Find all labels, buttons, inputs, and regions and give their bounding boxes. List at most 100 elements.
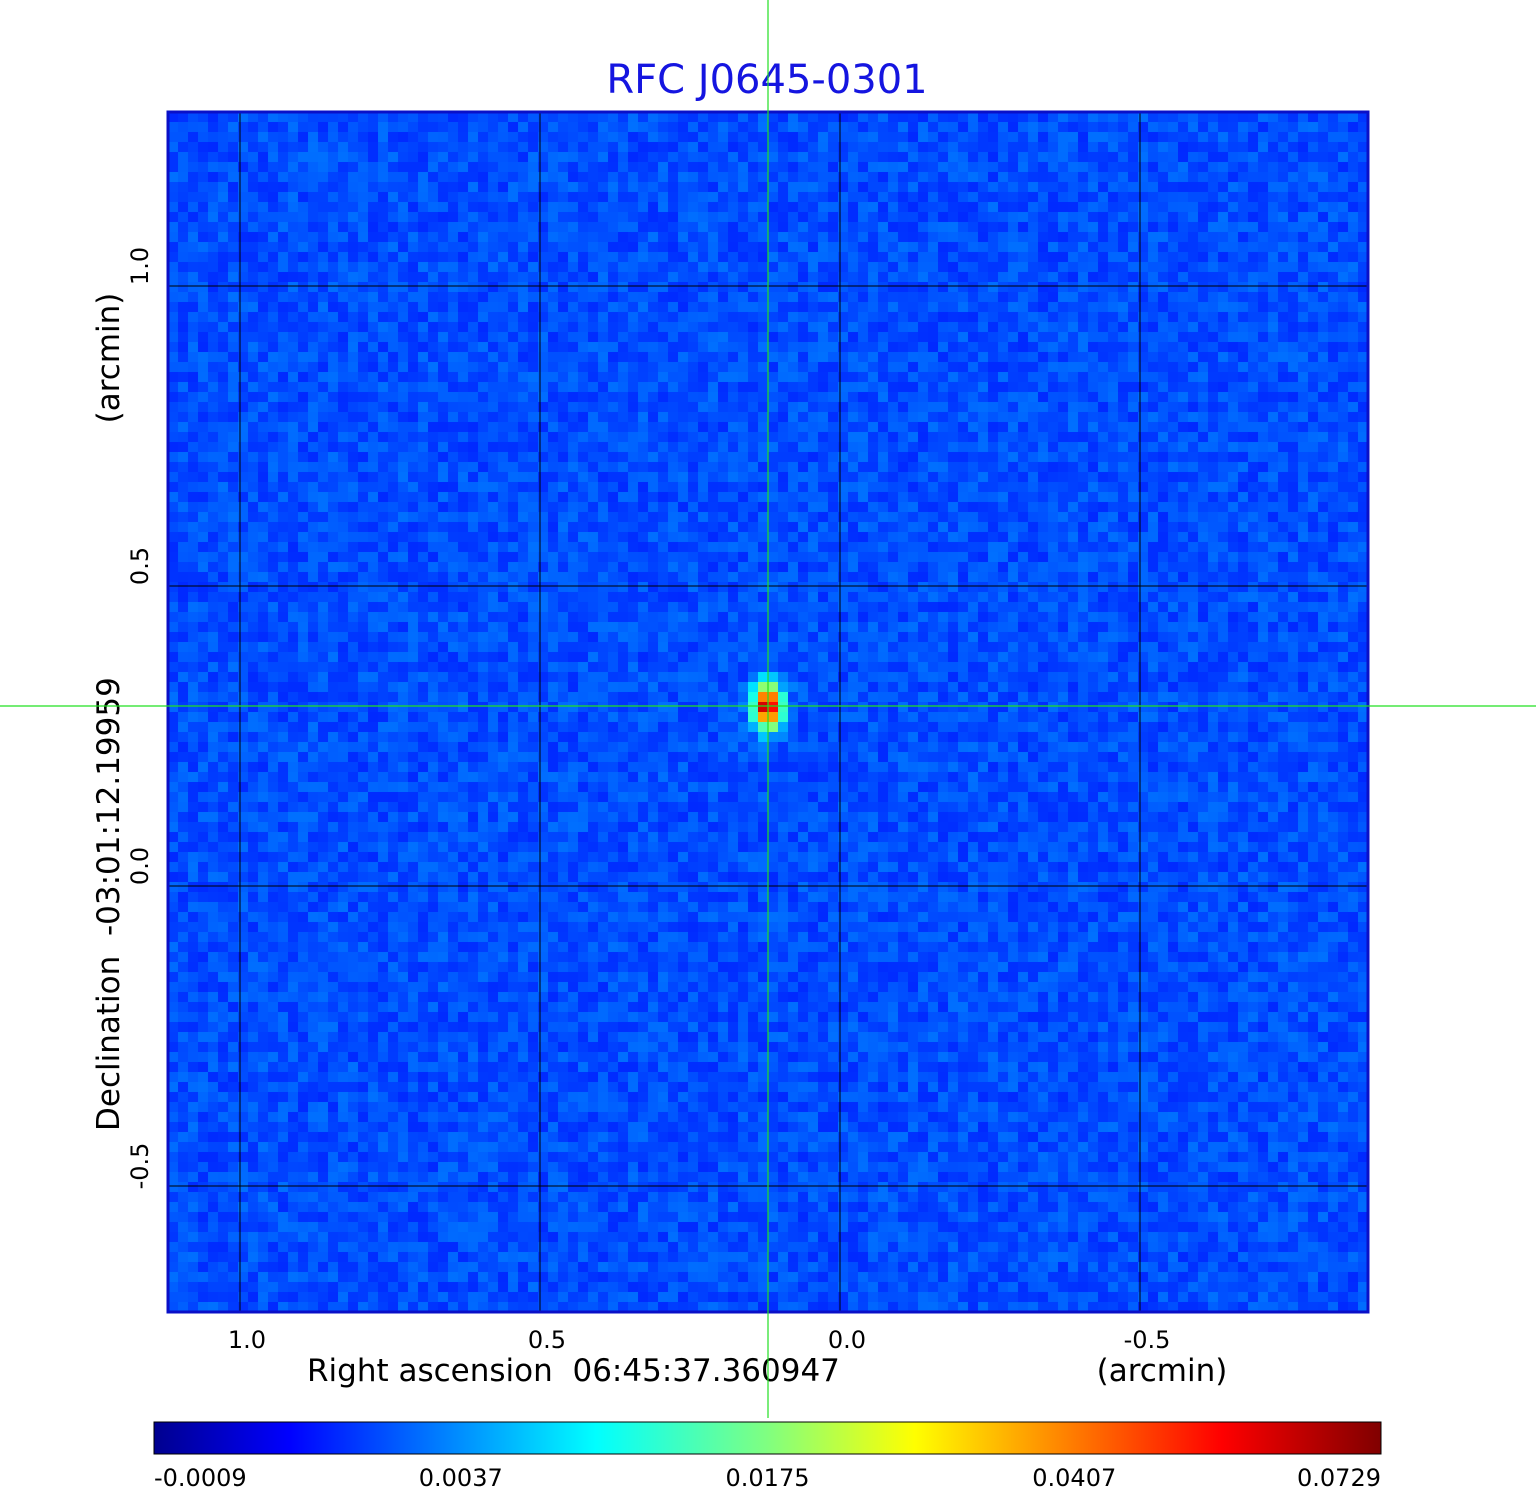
heatmap-cell: [518, 392, 529, 403]
heatmap-cell: [498, 312, 509, 323]
heatmap-cell: [178, 342, 189, 353]
heatmap-cell: [388, 692, 399, 703]
heatmap-cell: [318, 972, 329, 983]
heatmap-cell: [478, 162, 489, 173]
heatmap-cell: [358, 1282, 369, 1293]
heatmap-cell: [208, 652, 219, 663]
heatmap-cell: [238, 302, 249, 313]
heatmap-cell: [228, 1042, 239, 1053]
heatmap-cell: [198, 232, 209, 243]
heatmap-cell: [518, 742, 529, 753]
heatmap-cell: [198, 1112, 209, 1123]
heatmap-cell: [458, 472, 469, 483]
heatmap-cell: [308, 622, 319, 633]
heatmap-cell: [188, 1202, 199, 1213]
heatmap-cell: [168, 572, 179, 583]
heatmap-cell: [538, 562, 549, 573]
heatmap-cell: [568, 1122, 579, 1133]
heatmap-cell: [498, 112, 509, 123]
heatmap-cell: [358, 902, 369, 913]
heatmap-cell: [308, 132, 319, 143]
heatmap-cell: [448, 612, 459, 623]
heatmap-cell: [438, 532, 449, 543]
heatmap-cell: [388, 112, 399, 123]
heatmap-cell: [328, 522, 339, 533]
heatmap-cell: [438, 1042, 449, 1053]
heatmap-cell: [328, 302, 339, 313]
heatmap-cell: [358, 732, 369, 743]
heatmap-cell: [208, 542, 219, 553]
heatmap-cell: [198, 832, 209, 843]
heatmap-cell: [538, 1182, 549, 1193]
heatmap-cell: [308, 1302, 319, 1313]
heatmap-cell: [298, 362, 309, 373]
heatmap-cell: [358, 492, 369, 503]
heatmap-cell: [268, 1022, 279, 1033]
heatmap-cell: [338, 1142, 349, 1153]
heatmap-cell: [278, 582, 289, 593]
heatmap-cell: [258, 172, 269, 183]
heatmap-cell: [328, 682, 339, 693]
heatmap-cell: [298, 402, 309, 413]
heatmap-cell: [308, 942, 319, 953]
heatmap-cell: [328, 772, 339, 783]
heatmap-cell: [348, 232, 359, 243]
heatmap-cell: [348, 1052, 359, 1063]
heatmap-cell: [428, 562, 439, 573]
heatmap-cell: [538, 282, 549, 293]
heatmap-cell: [328, 402, 339, 413]
heatmap-cell: [178, 552, 189, 563]
heatmap-cell: [208, 1142, 219, 1153]
heatmap-cell: [468, 832, 479, 843]
heatmap-cell: [398, 662, 409, 673]
heatmap-cell: [308, 432, 319, 443]
heatmap-cell: [568, 262, 579, 273]
heatmap-cell: [358, 422, 369, 433]
heatmap-cell: [448, 742, 459, 753]
heatmap-cell: [528, 292, 539, 303]
heatmap-cell: [568, 332, 579, 343]
heatmap-cell: [328, 1222, 339, 1233]
heatmap-cell: [408, 222, 419, 233]
heatmap-cell: [348, 912, 359, 923]
heatmap-cell: [398, 1232, 409, 1243]
heatmap-cell: [358, 212, 369, 223]
heatmap-cell: [388, 1242, 399, 1253]
heatmap-cell: [298, 472, 309, 483]
heatmap-cell: [518, 1182, 529, 1193]
heatmap-cell: [488, 752, 499, 763]
heatmap-cell: [388, 762, 399, 773]
heatmap-cell: [438, 1112, 449, 1123]
heatmap-cell: [478, 1272, 489, 1283]
heatmap-cell: [368, 912, 379, 923]
heatmap-cell: [268, 1222, 279, 1233]
heatmap-cell: [338, 892, 349, 903]
heatmap-cell: [298, 1022, 309, 1033]
heatmap-cell: [488, 162, 499, 173]
heatmap-cell: [328, 322, 339, 333]
heatmap-cell: [228, 1152, 239, 1163]
heatmap-cell: [578, 632, 589, 643]
heatmap-cell: [178, 832, 189, 843]
heatmap-cell: [488, 472, 499, 483]
heatmap-cell: [368, 592, 379, 603]
heatmap-cell: [208, 1122, 219, 1133]
heatmap-cell: [438, 1192, 449, 1203]
heatmap-cell: [278, 1062, 289, 1073]
heatmap-cell: [408, 1012, 419, 1023]
heatmap-cell: [238, 1202, 249, 1213]
heatmap-cell: [368, 952, 379, 963]
heatmap-cell: [348, 132, 359, 143]
heatmap-cell: [568, 1132, 579, 1143]
heatmap-cell: [218, 662, 229, 673]
heatmap-cell: [508, 602, 519, 613]
heatmap-cell: [468, 442, 479, 453]
heatmap-cell: [528, 1202, 539, 1213]
heatmap-cell: [578, 572, 589, 583]
heatmap-cell: [528, 702, 539, 713]
heatmap-cell: [508, 402, 519, 413]
heatmap-cell: [488, 422, 499, 433]
heatmap-cell: [318, 1232, 329, 1243]
heatmap-cell: [518, 792, 529, 803]
heatmap-cell: [388, 452, 399, 463]
